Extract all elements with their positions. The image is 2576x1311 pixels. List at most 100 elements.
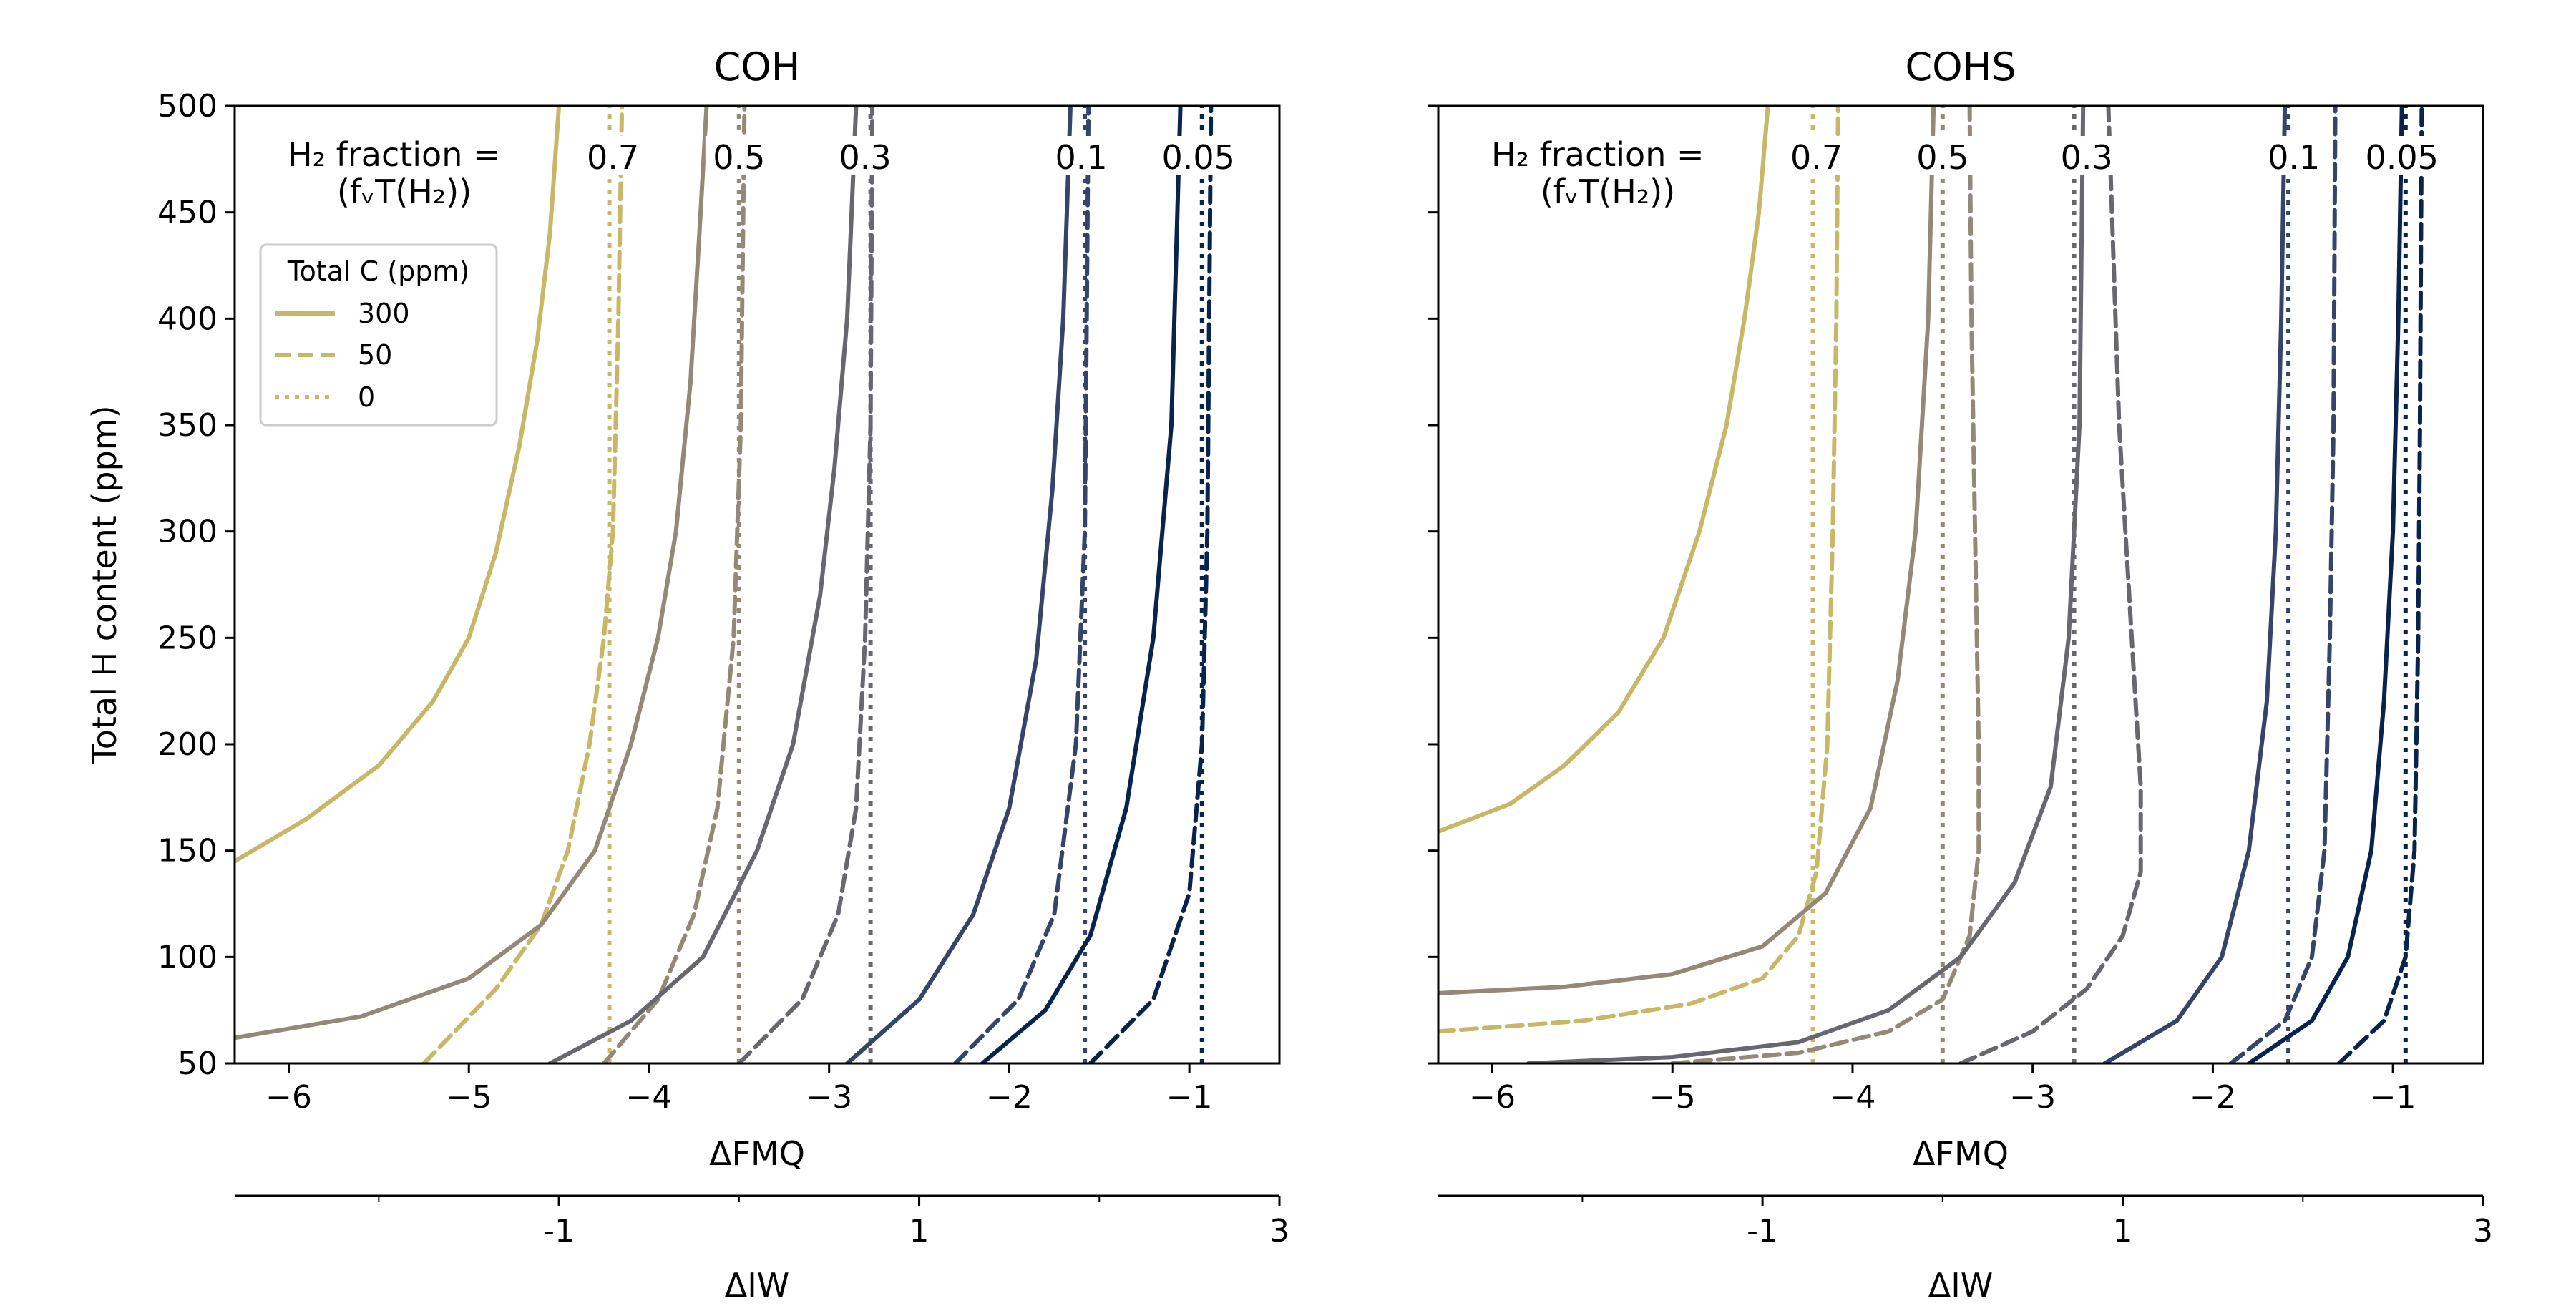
fraction-label-bg — [2260, 136, 2328, 175]
secondary-tick-label: 3 — [1269, 1213, 1289, 1249]
x-tick-label: −1 — [2370, 1079, 2416, 1116]
y-axis: 50 100 150 200 250 300 350 400 450 500 — [157, 88, 235, 1082]
h2-fraction-annotation: H₂ fraction = — [288, 135, 501, 174]
secondary-axis-label: ΔIW — [1928, 1266, 1994, 1305]
series-line — [1438, 106, 1840, 1034]
x-tick-label: −6 — [265, 1079, 312, 1116]
y-tick-label: 100 — [157, 939, 218, 975]
fraction-label-bg — [2053, 136, 2121, 175]
series-line — [952, 106, 1091, 1063]
fraction-label: 0.5 — [1916, 138, 1968, 177]
series-line — [1958, 106, 2143, 1063]
fraction-label: 0.05 — [2366, 138, 2439, 177]
x-axis: −6 −5 −4 −3 −2 −1 — [265, 1063, 1213, 1116]
series-line — [1438, 106, 1936, 995]
series-line — [2336, 106, 2424, 1063]
x-tick-label: −5 — [446, 1079, 492, 1116]
series-line — [1526, 106, 2086, 1063]
fraction-label: 0.1 — [1055, 138, 1108, 177]
legend-box — [259, 243, 498, 427]
secondary-tick-label: 1 — [2113, 1213, 2133, 1249]
y-tick-label: 500 — [157, 88, 218, 125]
y-tick-label: 150 — [157, 833, 218, 869]
plot-area — [235, 106, 1214, 1063]
fraction-label-bg — [705, 136, 773, 175]
secondary-tick-label: 3 — [2473, 1213, 2493, 1249]
series-line — [2228, 106, 2338, 1063]
x-tick-label: −3 — [2009, 1079, 2056, 1116]
series-line — [844, 106, 1073, 1063]
x-tick-label: −4 — [626, 1079, 673, 1116]
legend-label: 0 — [358, 381, 375, 413]
legend: Total C (ppm) 300 50 0 — [259, 243, 498, 427]
h2-fraction-annotation: H₂ fraction = — [1491, 135, 1704, 174]
secondary-axis-label: ΔIW — [725, 1266, 790, 1305]
chart-title: COHS — [1905, 44, 2016, 89]
series-line — [2102, 106, 2288, 1063]
y-tick-label: 200 — [157, 726, 218, 763]
chart-title: COH — [714, 44, 801, 89]
y-tick-label: 250 — [157, 620, 218, 656]
x-tick-label: −2 — [986, 1079, 1033, 1116]
plot-area — [1438, 106, 2424, 1063]
secondary-x-axis: -1 1 3 — [235, 1194, 1289, 1249]
y-tick-label: 350 — [157, 407, 218, 444]
fraction-label: 0.7 — [587, 138, 639, 177]
x-tick-label: −1 — [1166, 1079, 1213, 1116]
secondary-tick-label: 1 — [909, 1213, 930, 1249]
series-line — [736, 106, 875, 1063]
series-line — [547, 106, 859, 1063]
y-axis — [1428, 104, 1438, 1065]
fraction-label-bg — [2358, 136, 2445, 175]
fraction-label-bg — [831, 136, 899, 175]
series-line — [1088, 106, 1214, 1063]
x-tick-label: −5 — [1649, 1079, 1696, 1116]
x-axis: −6 −5 −4 −3 −2 −1 — [1469, 1063, 2416, 1116]
x-tick-label: −3 — [806, 1079, 852, 1116]
series-line — [980, 106, 1183, 1063]
fraction-label: 0.05 — [1162, 138, 1235, 177]
x-tick-label: −2 — [2190, 1079, 2236, 1116]
fraction-label-bg — [1155, 136, 1241, 175]
panel-cohs: COHS −6 −5 −4 −3 −2 −1 ΔFMQ -1 1 3 ΔIW 0.7 0.5 0.… — [1428, 44, 2493, 1305]
x-axis-label: ΔFMQ — [709, 1134, 805, 1173]
h2-fraction-subannotation: (fᵥT(H₂)) — [1541, 172, 1675, 211]
series-line — [1438, 106, 1770, 834]
x-tick-label: −4 — [1830, 1079, 1876, 1116]
series-line — [1670, 106, 1981, 1063]
h2-fraction-subannotation: (fᵥT(H₂)) — [337, 172, 472, 211]
y-tick-label: 300 — [157, 514, 218, 550]
y-axis-label: Total H content (ppm) — [85, 405, 124, 764]
fraction-labels: 0.7 0.5 0.3 0.1 0.05 — [1782, 136, 2445, 177]
series-line — [235, 106, 562, 864]
x-tick-label: −6 — [1469, 1079, 1516, 1116]
fraction-label-bg — [1048, 136, 1116, 175]
y-tick-label: 50 — [177, 1046, 218, 1082]
fraction-label: 0.1 — [2268, 138, 2320, 177]
y-tick-label: 400 — [157, 301, 218, 337]
legend-title: Total C (ppm) — [287, 255, 469, 287]
secondary-x-axis: -1 1 3 — [1438, 1194, 2493, 1249]
plot-frame — [233, 104, 1281, 1065]
secondary-tick-label: -1 — [543, 1213, 575, 1249]
series-line — [235, 106, 709, 1040]
legend-label: 50 — [358, 339, 392, 371]
fraction-label: 0.5 — [713, 138, 765, 177]
x-axis-label: ΔFMQ — [1913, 1134, 2009, 1173]
fraction-label-bg — [1908, 136, 1976, 175]
fraction-label: 0.3 — [839, 138, 891, 177]
fraction-label: 0.3 — [2061, 138, 2113, 177]
fraction-label-bg — [579, 136, 647, 175]
plot-frame — [1437, 104, 2484, 1065]
y-tick-label: 450 — [157, 195, 218, 231]
series-line — [2246, 106, 2404, 1063]
fraction-label-bg — [1782, 136, 1850, 175]
secondary-tick-label: -1 — [1747, 1213, 1778, 1249]
series-line — [421, 106, 625, 1063]
legend-label: 300 — [358, 298, 410, 329]
fraction-labels: 0.7 0.5 0.3 0.1 0.05 — [579, 136, 1241, 177]
fraction-label: 0.7 — [1790, 138, 1843, 177]
